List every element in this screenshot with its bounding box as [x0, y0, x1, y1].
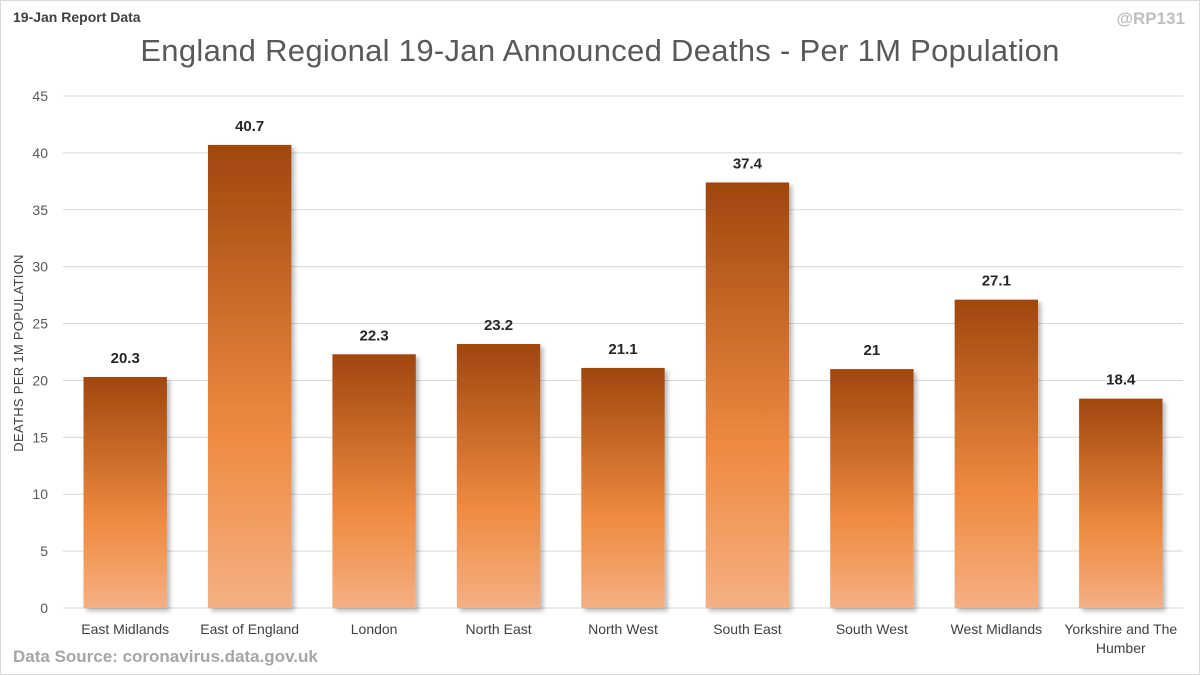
x-tick-label: East of England — [200, 621, 299, 637]
bar — [456, 344, 541, 608]
data-label: 21 — [864, 342, 881, 359]
x-tick-label: North East — [465, 621, 531, 637]
bar — [954, 299, 1039, 608]
data-label: 21.1 — [608, 341, 637, 358]
data-label: 40.7 — [235, 118, 264, 135]
data-label: 18.4 — [1106, 372, 1136, 389]
bar — [332, 354, 416, 608]
data-label: 20.3 — [111, 350, 140, 367]
data-source-note: Data Source: coronavirus.data.gov.uk — [13, 647, 318, 666]
x-tick-label: London — [351, 621, 398, 637]
chart-title: England Regional 19-Jan Announced Deaths… — [140, 33, 1060, 68]
x-tick-label: Yorkshire and The Humber — [1064, 621, 1177, 656]
author-handle: @RP131 — [1116, 9, 1185, 28]
data-labels: 20.3 40.7 22.3 23.2 21.1 37.4 21 27.1 18.4 — [111, 118, 1136, 389]
y-tick-label: 25 — [32, 316, 48, 332]
y-tick-label: 35 — [32, 202, 48, 218]
data-label: 27.1 — [982, 273, 1011, 290]
y-axis-title: DEATHS PER 1M POPULATION — [11, 254, 26, 451]
y-tick-label: 30 — [32, 259, 48, 275]
y-tick-label: 45 — [32, 88, 48, 104]
y-tick-label: 15 — [32, 429, 48, 445]
y-tick-label: 20 — [32, 372, 48, 388]
data-label: 37.4 — [733, 155, 763, 172]
bar — [83, 377, 167, 608]
x-tick-label: West Midlands — [951, 621, 1043, 637]
y-tick-label: 10 — [32, 486, 48, 502]
bars — [83, 144, 1163, 608]
x-tick-label: South West — [836, 621, 908, 637]
x-axis-ticks: East Midlands East of England London North … — [81, 621, 1177, 656]
bar — [830, 369, 914, 608]
x-tick-label: East Midlands — [81, 621, 169, 637]
x-tick-label: North West — [588, 621, 658, 637]
y-tick-label: 40 — [32, 145, 48, 161]
bar — [705, 182, 790, 608]
y-tick-label: 0 — [40, 600, 48, 616]
report-date-tag: 19-Jan Report Data — [13, 9, 141, 25]
y-tick-label: 5 — [40, 543, 48, 559]
bar — [1079, 398, 1163, 608]
data-label: 23.2 — [484, 317, 513, 334]
bar — [207, 144, 292, 608]
bar — [581, 367, 665, 608]
data-label: 22.3 — [360, 327, 389, 344]
x-tick-label: South East — [713, 621, 782, 637]
y-axis-ticks: 0 5 10 15 20 25 30 35 40 45 — [32, 88, 48, 616]
